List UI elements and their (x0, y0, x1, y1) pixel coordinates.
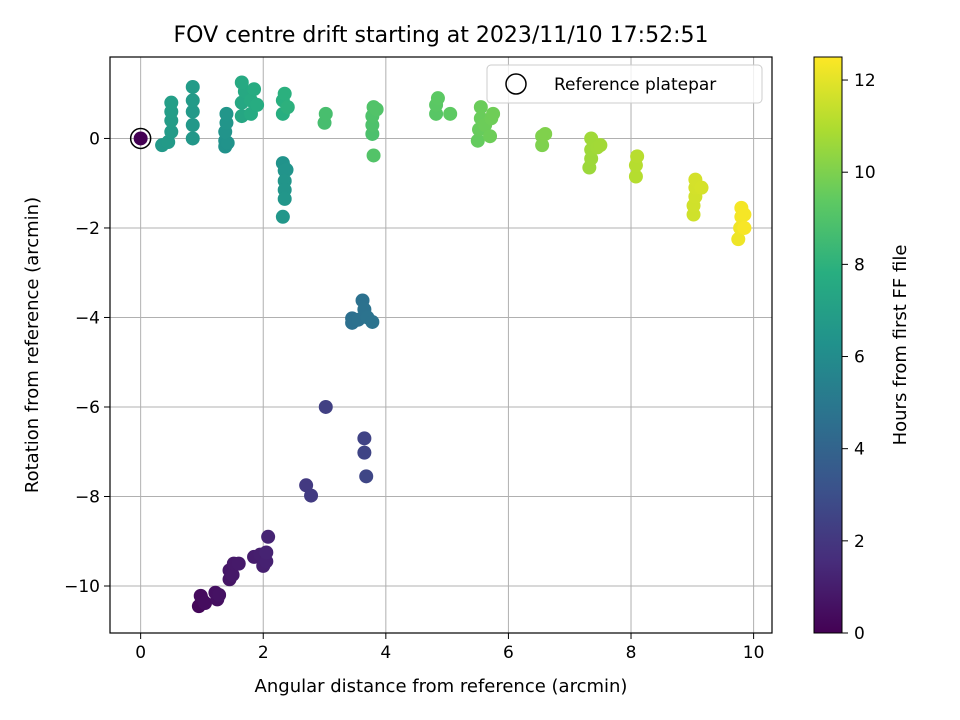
legend-box (486, 64, 763, 104)
grid-lines (110, 57, 772, 633)
data-point (231, 556, 246, 571)
data-point (277, 191, 292, 206)
colorbar-tick-label: 8 (854, 255, 865, 275)
data-point (220, 135, 235, 150)
data-point (318, 399, 333, 414)
data-point (280, 100, 295, 115)
y-tick-label: −2 (75, 219, 100, 239)
data-point (486, 106, 501, 121)
colorbar-tick-label: 12 (854, 71, 876, 91)
data-point (212, 587, 227, 602)
data-point (234, 75, 249, 90)
data-point (737, 220, 752, 235)
data-point (538, 126, 553, 141)
x-tick-label: 10 (743, 643, 765, 663)
legend-label: Reference platepar (554, 75, 716, 95)
colorbar-tick-label: 10 (854, 163, 876, 183)
x-tick-label: 2 (258, 643, 269, 663)
data-point (277, 86, 292, 101)
colorbar: 0 2 4 6 8 10 12 Hours from first FF file (813, 56, 911, 644)
data-points (129, 75, 752, 614)
y-tick-label: −6 (75, 398, 100, 418)
data-point (470, 133, 485, 148)
y-axis-ticks: −10 −8 −6 −4 −2 0 (64, 129, 110, 597)
data-point (694, 180, 709, 195)
x-axis-label: Angular distance from reference (arcmin) (255, 676, 628, 697)
data-point (593, 138, 608, 153)
data-point (369, 102, 384, 117)
data-point (259, 545, 274, 560)
data-point (279, 162, 294, 177)
x-tick-label: 4 (380, 643, 391, 663)
data-point (630, 149, 645, 164)
data-point (357, 445, 372, 460)
legend-reference-marker (505, 73, 527, 95)
data-point (628, 169, 643, 184)
data-point (185, 93, 200, 108)
reference-point (133, 131, 148, 146)
legend: Reference platepar (486, 64, 763, 104)
colorbar-gradient (813, 56, 843, 634)
data-point (737, 207, 752, 222)
y-tick-label: 0 (89, 129, 100, 149)
colorbar-tick-label: 2 (854, 532, 865, 552)
data-point (164, 124, 179, 139)
data-point (219, 106, 234, 121)
data-point (430, 91, 445, 106)
data-point (359, 469, 374, 484)
y-axis-label: Rotation from reference (arcmin) (22, 197, 43, 493)
data-point (483, 129, 498, 144)
data-point (185, 118, 200, 133)
data-point (365, 314, 380, 329)
data-point (318, 106, 333, 121)
colorbar-tick-label: 6 (854, 348, 865, 368)
y-tick-label: −10 (64, 577, 100, 597)
data-point (275, 209, 290, 224)
data-point (366, 148, 381, 163)
data-point (250, 97, 265, 112)
colorbar-tick-label: 0 (854, 624, 865, 644)
colorbar-ticks: 0 2 4 6 8 10 12 (842, 71, 876, 644)
data-point (731, 232, 746, 247)
colorbar-label: Hours from first FF file (890, 245, 911, 446)
data-point (225, 567, 240, 582)
data-point (443, 106, 458, 121)
chart-title: FOV centre drift starting at 2023/11/10 … (174, 23, 709, 48)
colorbar-tick-label: 4 (854, 440, 865, 460)
data-point (185, 79, 200, 94)
data-point (357, 431, 372, 446)
y-tick-label: −8 (75, 487, 100, 507)
data-point (473, 100, 488, 115)
data-point (304, 488, 319, 503)
data-point (198, 596, 213, 611)
y-tick-label: −4 (75, 308, 100, 328)
plot-frame (109, 56, 773, 634)
data-point (185, 131, 200, 146)
data-point (185, 104, 200, 119)
reference-point-ring (129, 127, 152, 150)
data-point (164, 95, 179, 110)
x-tick-label: 0 (135, 643, 146, 663)
x-tick-label: 8 (626, 643, 637, 663)
data-point (261, 529, 276, 544)
x-tick-label: 6 (503, 643, 514, 663)
data-point (247, 82, 262, 97)
x-axis-ticks: 0 2 4 6 8 10 (135, 633, 764, 663)
